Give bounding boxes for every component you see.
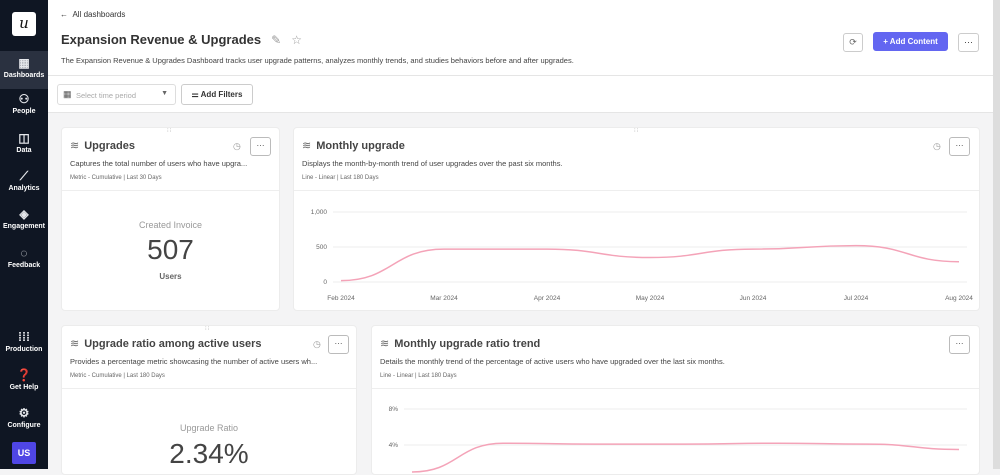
help-icon: ❓ (0, 368, 48, 382)
metric-value: 2.34% (62, 438, 356, 470)
add-content-button[interactable]: + Add Content (873, 32, 948, 51)
clock-icon[interactable]: ◷ (313, 339, 321, 350)
y-tick-label: 500 (316, 244, 327, 251)
x-tick-label: Jun 2024 (740, 295, 767, 302)
dashboard-icon: ▦ (0, 56, 48, 70)
y-tick-label: 8% (389, 406, 399, 413)
star-icon[interactable]: ☆ (291, 33, 302, 47)
chart-icon: ≋ (70, 338, 79, 350)
engagement-icon: ◈ (0, 207, 48, 221)
more-button[interactable]: ··· (958, 33, 979, 52)
title-row: Expansion Revenue & Upgrades ✎ ☆ (61, 32, 302, 47)
x-tick-label: Feb 2024 (327, 295, 355, 302)
data-icon: ◫ (0, 131, 48, 145)
sidebar-item-get-help[interactable]: ❓Get Help (0, 368, 48, 391)
sidebar-item-feedback[interactable]: ◌Feedback (0, 246, 48, 269)
upgrade-ratio-card: ⁞⁞ ≋Upgrade ratio among active users ◷ ·… (61, 325, 357, 475)
sidebar: u ▦Dashboards ⚇People ◫Data ⟋Analytics ◈… (0, 0, 48, 469)
sidebar-item-dashboards[interactable]: ▦Dashboards (0, 51, 48, 89)
filter-icon: ⚌ (192, 90, 201, 99)
caret-down-icon: ▼ (161, 90, 168, 97)
series-line (341, 246, 959, 281)
x-tick-label: Aug 2024 (945, 295, 973, 302)
sidebar-item-engagement[interactable]: ◈Engagement (0, 207, 48, 230)
scrollbar[interactable] (993, 0, 1000, 469)
y-tick-label: 0 (323, 279, 327, 286)
page-title: Expansion Revenue & Upgrades (61, 32, 261, 47)
monthly-upgrade-ratio-chart: 4% 8% (372, 326, 980, 475)
sidebar-item-analytics[interactable]: ⟋Analytics (0, 169, 48, 192)
series-line (412, 443, 959, 472)
metric-value: 507 (62, 234, 279, 266)
refresh-icon: ⟳ (849, 37, 857, 47)
monthly-upgrade-chart: 0 500 1,000 Feb 2024 Mar 2024 Apr 2024 May 202… (294, 128, 980, 311)
gear-icon: ⚙ (0, 406, 48, 420)
refresh-button[interactable]: ⟳ (843, 33, 863, 52)
add-filters-button[interactable]: ⚌ Add Filters (181, 84, 253, 105)
grid-icon: ⁞⁞⁞ (0, 330, 48, 344)
calendar-icon: ▦ (63, 89, 72, 100)
avatar[interactable]: US (12, 442, 36, 464)
clock-icon[interactable]: ◷ (233, 141, 241, 152)
people-icon: ⚇ (0, 92, 48, 106)
sidebar-item-production[interactable]: ⁞⁞⁞Production (0, 330, 48, 353)
back-link[interactable]: ← All dashboards (60, 10, 125, 19)
sidebar-item-data[interactable]: ◫Data (0, 131, 48, 154)
filter-bar: ▦Select time period▼ ⚌ Add Filters (48, 76, 993, 113)
card-menu-button[interactable]: ··· (250, 137, 271, 156)
y-tick-label: 4% (389, 442, 399, 449)
sidebar-item-configure[interactable]: ⚙Configure (0, 406, 48, 429)
x-tick-label: Mar 2024 (430, 295, 458, 302)
drag-handle[interactable]: ⁞⁞ (205, 326, 210, 333)
y-tick-label: 1,000 (311, 209, 328, 216)
pencil-icon[interactable]: ✎ (271, 33, 281, 47)
header: ← All dashboards Expansion Revenue & Upg… (48, 0, 993, 76)
monthly-upgrade-card: ⁞⁞ ≋Monthly upgrade ◷ ··· Displays the m… (293, 127, 980, 311)
plus-icon: + (883, 37, 890, 46)
arrow-left-icon: ← (60, 10, 72, 19)
analytics-icon: ⟋ (0, 169, 48, 183)
page-description: The Expansion Revenue & Upgrades Dashboa… (61, 56, 574, 65)
card-menu-button[interactable]: ··· (328, 335, 349, 354)
time-period-select[interactable]: ▦Select time period▼ (57, 84, 176, 105)
feedback-icon: ◌ (0, 246, 48, 260)
monthly-upgrade-ratio-card: ≋Monthly upgrade ratio trend ··· Details… (371, 325, 980, 475)
sidebar-item-people[interactable]: ⚇People (0, 92, 48, 115)
x-tick-label: May 2024 (636, 295, 665, 302)
upgrades-card: ⁞⁞ ≋Upgrades ◷ ··· Captures the total nu… (61, 127, 280, 311)
chart-icon: ≋ (70, 140, 79, 152)
drag-handle[interactable]: ⁞⁞ (167, 128, 172, 135)
logo[interactable]: u (12, 12, 36, 36)
x-tick-label: Jul 2024 (844, 295, 869, 302)
x-tick-label: Apr 2024 (534, 295, 561, 302)
